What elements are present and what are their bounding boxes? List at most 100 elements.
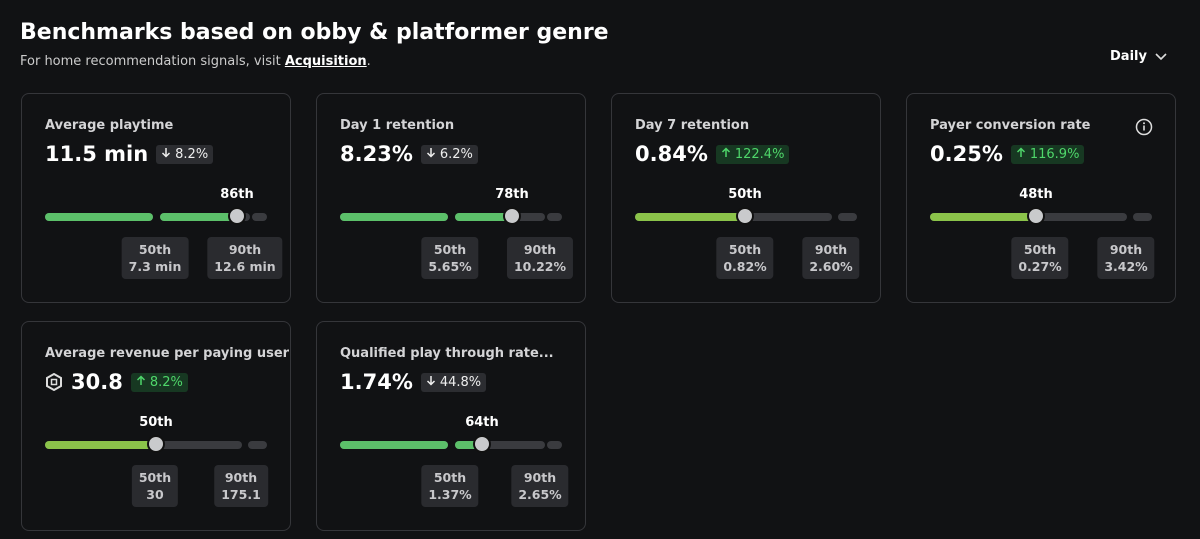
change-text: 6.2% — [439, 146, 473, 162]
trend-arrow — [136, 374, 145, 385]
tag-value: 0.82% — [723, 259, 767, 274]
benchmark-tag: 50th 5.65% — [421, 237, 479, 279]
knob[interactable] — [1027, 207, 1045, 225]
chevron — [1155, 52, 1167, 60]
bar-fill — [340, 213, 448, 221]
robux-icon — [46, 373, 62, 391]
tag-value: 1.37% — [428, 487, 472, 502]
bar-segment — [547, 441, 562, 449]
metric-value: 0.84% 122.4% — [635, 142, 790, 166]
card-title: Average revenue per paying user — [45, 346, 290, 361]
percentile: 78th — [495, 187, 529, 202]
metric-card: Average playtime 11.5 min 8.2% 86th 50th 7.3 … — [21, 93, 291, 303]
knob[interactable] — [736, 207, 754, 225]
bar-fill — [45, 213, 153, 221]
change-badge: 8.2% — [130, 372, 188, 392]
benchmark-tag: 90th 175.1 — [214, 465, 268, 507]
acquisition-link[interactable]: Acquisition — [284, 54, 367, 69]
tag-value: 3.42% — [1104, 259, 1148, 274]
card-title: Day 7 retention — [635, 118, 750, 133]
tag-label: 50th — [433, 242, 467, 257]
bar-fill — [45, 441, 156, 449]
benchmark-tag: 90th 10.22% — [506, 237, 574, 279]
percentile: 50th — [139, 415, 173, 430]
benchmark-tag: 90th 2.60% — [802, 237, 860, 279]
change-badge: 8.2% — [156, 144, 214, 164]
bar-segment — [340, 441, 448, 449]
period-select[interactable]: Daily — [1110, 49, 1167, 64]
change-text: 122.4% — [734, 146, 785, 162]
change-text: 8.2% — [149, 374, 183, 390]
tag-label: 50th — [1023, 242, 1057, 257]
value-text: 11.5 min — [45, 142, 149, 166]
knob[interactable] — [473, 435, 491, 453]
benchmark-tag: 50th 1.37% — [421, 465, 479, 507]
tag-value: 10.22% — [513, 259, 567, 274]
metric-value: 8.23% 6.2% — [340, 142, 478, 166]
bar-segment — [45, 441, 242, 449]
change-badge: 44.8% — [420, 372, 487, 392]
bar-segment — [248, 441, 267, 449]
value-text: 8.23% — [340, 142, 413, 166]
knob[interactable] — [147, 435, 165, 453]
metric-card: Qualified play through rate... 1.74% 44.8%… — [316, 321, 586, 531]
tag-label: 90th — [224, 470, 258, 485]
benchmark-tag: 90th 3.42% — [1097, 237, 1155, 279]
value-text: 0.84% — [635, 142, 708, 166]
tag-value: 30 — [146, 487, 164, 502]
bar-segment — [45, 213, 153, 221]
bar-fill — [455, 213, 512, 221]
value-text: 30.8 — [71, 370, 123, 394]
tag-value: 7.3 min — [128, 259, 182, 274]
trend-arrow — [426, 147, 435, 158]
knob[interactable] — [503, 207, 521, 225]
metric-value: 11.5 min 8.2% — [45, 142, 214, 166]
knob[interactable] — [228, 207, 246, 225]
card-title: Average playtime — [45, 118, 174, 133]
tag-value: 2.65% — [518, 487, 562, 502]
metric-value: 0.25% 116.9% — [930, 142, 1085, 166]
period: Daily — [1110, 49, 1147, 64]
card-title: Day 1 retention — [340, 118, 455, 133]
benchmark-tag: 90th 12.6 min — [207, 237, 283, 279]
bar-fill — [930, 213, 1036, 221]
change-badge: 6.2% — [420, 144, 478, 164]
benchmark-tag: 90th 2.65% — [511, 465, 569, 507]
percentile: 64th — [465, 415, 499, 430]
tag-label: 50th — [728, 242, 762, 257]
value-text: 1.74% — [340, 370, 413, 394]
benchmark-tag: 50th 0.82% — [716, 237, 774, 279]
change-text: 44.8% — [439, 374, 482, 390]
tag-value: 0.27% — [1018, 259, 1062, 274]
bar-segment — [1133, 213, 1152, 221]
bar-fill — [635, 213, 745, 221]
trend-arrow — [721, 146, 730, 157]
tag-value: 12.6 min — [214, 259, 276, 274]
metric-card: Payer conversion rate 0.25% 116.9% 48th 50th… — [906, 93, 1176, 303]
change-text: 116.9% — [1029, 146, 1080, 162]
trend-arrow — [162, 147, 171, 158]
bar-segment — [635, 213, 832, 221]
tag-value: 5.65% — [428, 259, 472, 274]
change-text: 8.2% — [175, 146, 209, 162]
tag-label: 50th — [433, 470, 467, 485]
metric-value: 1.74% 44.8% — [340, 370, 487, 394]
page-title: Benchmarks based on obby & platformer ge… — [20, 20, 609, 45]
tag-label: 90th — [1109, 242, 1143, 257]
metric-card: Day 7 retention 0.84% 122.4% 50th 50th 0.82% 9… — [611, 93, 881, 303]
value-text: 0.25% — [930, 142, 1003, 166]
percentile: 48th — [1019, 187, 1053, 202]
tag-value: 2.60% — [809, 259, 853, 274]
benchmark-tag: 50th 0.27% — [1011, 237, 1069, 279]
bar-segment — [547, 213, 562, 221]
metric-value: 30.8 8.2% — [45, 370, 188, 394]
bar-segment — [455, 213, 545, 221]
info-icon[interactable] — [1135, 118, 1153, 136]
metric-card: Average revenue per paying user 30.8 8.2% 5… — [21, 321, 291, 531]
subtitle-text: For home recommendation signals, visit — [20, 54, 281, 69]
benchmark-tag: 50th 7.3 min — [121, 237, 189, 279]
tag-label: 90th — [814, 242, 848, 257]
tag-value: 175.1 — [221, 487, 261, 502]
trend-arrow — [1016, 146, 1025, 157]
